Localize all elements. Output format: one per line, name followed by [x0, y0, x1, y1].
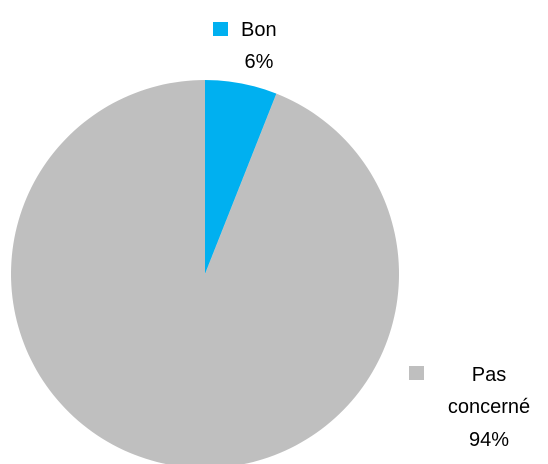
slice-label-pas-concerne-line1: Pas — [472, 364, 506, 386]
slice-label-pas-concerne: Pas concerné 94% — [409, 364, 530, 451]
slice-label-bon-percent: 6% — [245, 51, 274, 73]
pie-slices — [11, 80, 400, 464]
legend-key-bon — [213, 22, 228, 36]
slice-label-pas-concerne-line2: concerné — [448, 396, 530, 418]
slice-label-pas-concerne-percent: 94% — [469, 429, 509, 451]
slice-label-bon-name: Bon — [241, 19, 277, 41]
pie-slice-pas-concerne — [11, 80, 400, 464]
slice-label-bon: Bon 6% — [213, 19, 277, 73]
legend-key-pas-concerne — [409, 366, 424, 380]
pie-slice-bon — [205, 80, 277, 274]
